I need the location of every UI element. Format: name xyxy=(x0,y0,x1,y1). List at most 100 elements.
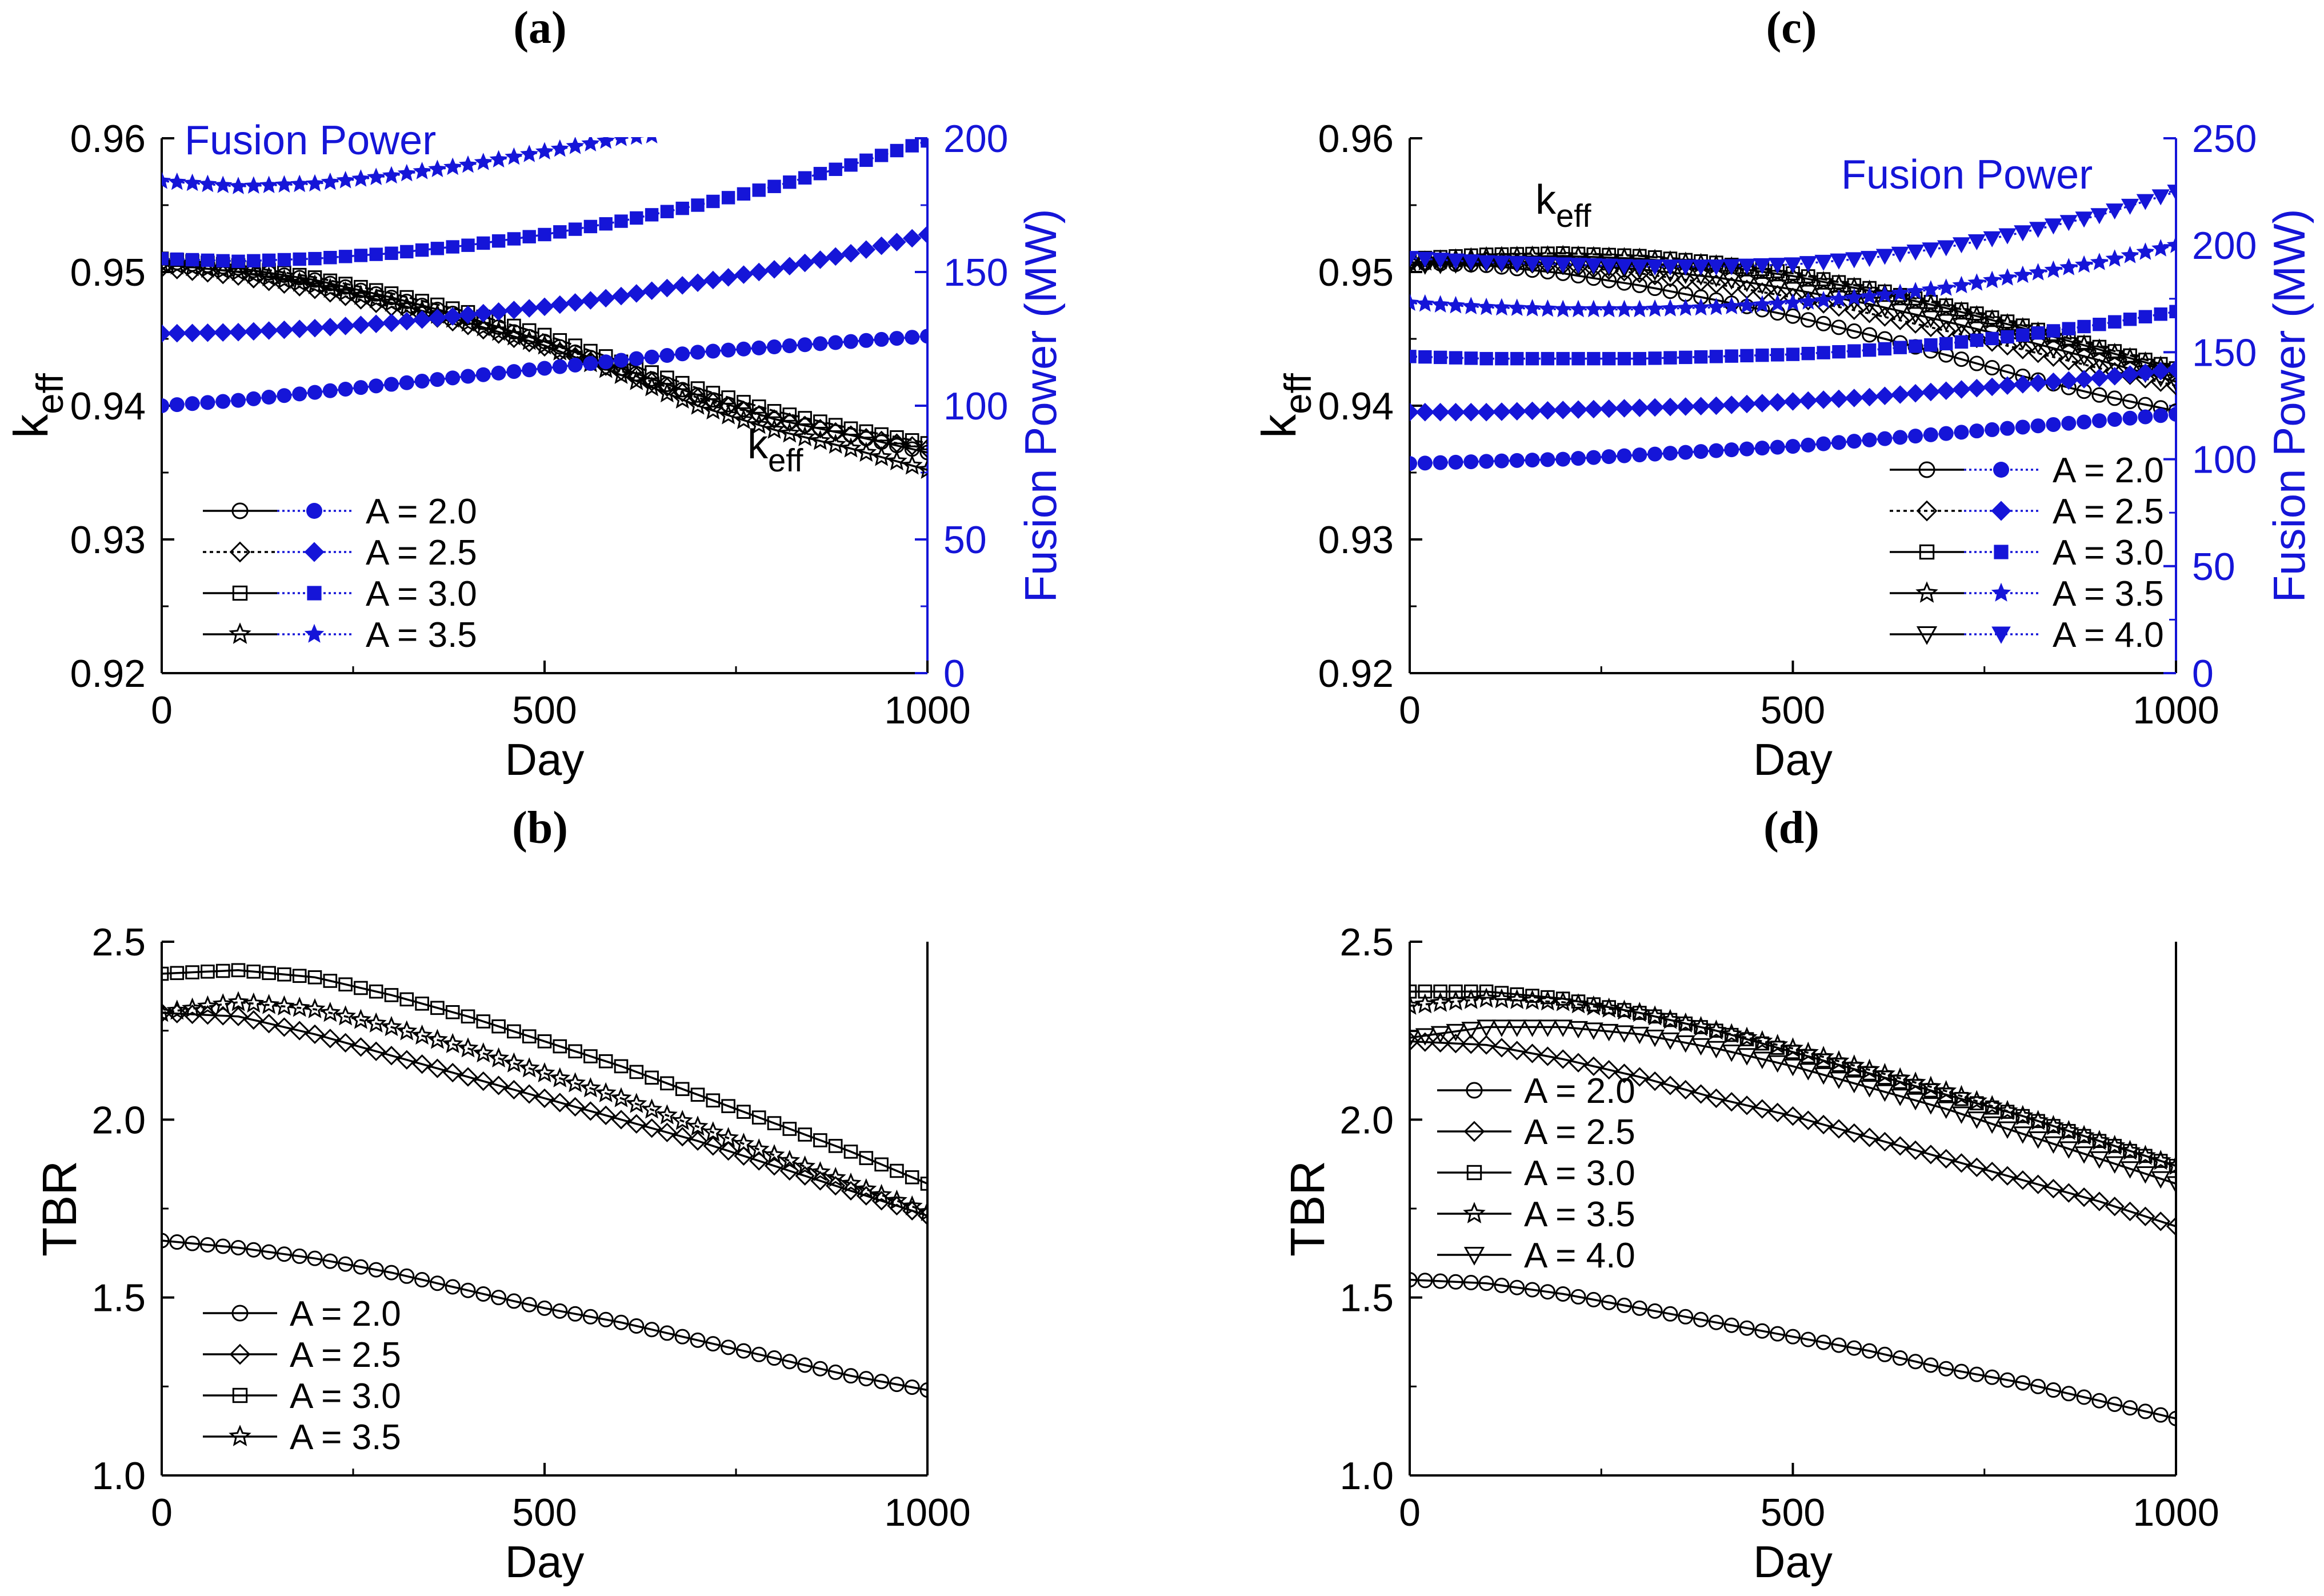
data-point-marker xyxy=(1507,402,1526,421)
data-point-marker xyxy=(1460,989,1482,1009)
data-point-marker xyxy=(721,342,736,358)
data-point-marker xyxy=(1677,259,1695,276)
data-point-marker xyxy=(215,963,230,978)
data-point-marker xyxy=(321,172,339,190)
data-point-marker xyxy=(690,1087,705,1102)
data-point-marker xyxy=(384,988,399,1002)
data-point-marker xyxy=(1660,267,1681,287)
data-point-marker xyxy=(2090,253,2109,270)
data-point-marker xyxy=(2074,1187,2094,1207)
data-point-marker xyxy=(304,274,326,295)
data-point-marker xyxy=(1998,228,2017,245)
data-point-marker xyxy=(905,330,920,345)
data-point-marker xyxy=(749,262,769,282)
data-point-marker xyxy=(1737,1048,1757,1066)
data-point-marker xyxy=(366,314,386,334)
data-point-marker xyxy=(703,1136,723,1156)
data-point-marker xyxy=(1785,439,1801,454)
data-point-marker xyxy=(2061,1386,2077,1402)
data-point-marker xyxy=(1982,1116,2002,1134)
y-tick-label: 0.92 xyxy=(70,652,146,695)
data-point-marker xyxy=(458,1067,478,1087)
data-point-marker xyxy=(2089,1130,2110,1150)
data-point-marker xyxy=(1599,399,1618,418)
data-point-marker xyxy=(642,281,661,301)
data-point-marker xyxy=(1659,1009,1681,1029)
data-point-marker xyxy=(1952,380,1971,399)
data-point-marker xyxy=(1939,337,1953,351)
y-tick-label: 1.0 xyxy=(91,1454,146,1498)
data-point-marker xyxy=(2077,414,2092,430)
data-point-marker xyxy=(414,1272,430,1288)
data-point-marker xyxy=(890,143,904,158)
data-point-marker xyxy=(1462,254,1480,271)
data-point-marker xyxy=(292,267,307,282)
data-point-marker xyxy=(1570,1289,1586,1305)
data-point-marker xyxy=(1693,444,1709,459)
data-point-marker xyxy=(1752,1099,1772,1119)
data-point-marker xyxy=(2089,1191,2110,1211)
data-point-marker xyxy=(2059,1141,2079,1159)
data-point-marker xyxy=(920,436,927,450)
data-point-marker xyxy=(2061,415,2077,431)
data-point-marker xyxy=(1613,999,1635,1020)
data-point-marker xyxy=(1660,1075,1681,1095)
data-point-marker xyxy=(626,1114,646,1134)
legend-marker xyxy=(229,541,251,563)
data-point-marker xyxy=(1449,984,1463,999)
data-point-marker xyxy=(1906,1093,1926,1111)
data-point-marker xyxy=(1725,349,1738,363)
data-point-marker xyxy=(1525,351,1539,366)
data-point-marker xyxy=(162,1001,173,1022)
data-point-marker xyxy=(1706,1088,1726,1109)
data-point-marker xyxy=(261,390,277,405)
data-point-marker xyxy=(162,398,169,413)
data-point-marker xyxy=(1875,249,1894,265)
data-point-marker xyxy=(1417,455,1433,471)
data-point-marker xyxy=(322,1253,338,1269)
data-point-marker xyxy=(1782,265,1803,285)
data-point-marker xyxy=(1584,399,1603,419)
data-point-marker xyxy=(1755,348,1769,362)
data-point-marker xyxy=(2108,315,2122,329)
data-point-marker xyxy=(1648,351,1662,365)
data-point-marker xyxy=(243,1010,263,1030)
data-point-marker xyxy=(2119,1139,2141,1160)
data-point-marker xyxy=(825,433,846,454)
data-point-marker xyxy=(1878,1070,1892,1085)
data-point-marker xyxy=(289,997,310,1017)
y-axis-label-group: keff xyxy=(4,373,71,438)
data-point-marker xyxy=(657,1122,677,1142)
data-point-marker xyxy=(614,214,628,228)
data-point-marker xyxy=(687,394,709,415)
data-point-marker xyxy=(1829,1119,1849,1139)
data-point-marker xyxy=(246,1242,262,1258)
data-point-marker xyxy=(1862,327,1878,343)
data-point-marker xyxy=(1415,1032,1435,1052)
data-point-marker xyxy=(292,386,307,402)
legend-item: A = 3.0 xyxy=(1890,533,2164,573)
data-point-marker xyxy=(779,1150,801,1170)
data-point-marker xyxy=(705,343,721,359)
y-axis-label-main: TBR xyxy=(1281,1161,1334,1257)
data-point-marker xyxy=(162,966,169,981)
data-point-marker xyxy=(1630,259,1649,276)
y-axis-label-group: TBR xyxy=(33,1161,86,1257)
data-point-marker xyxy=(1433,350,1447,365)
data-point-marker xyxy=(1890,303,1910,321)
data-point-marker xyxy=(460,1282,476,1298)
data-point-marker xyxy=(2027,1110,2049,1130)
data-point-marker xyxy=(428,159,447,177)
data-point-marker xyxy=(629,1065,644,1079)
x-tick-label: 1000 xyxy=(884,1491,970,1534)
data-point-marker xyxy=(843,421,858,436)
data-point-marker xyxy=(538,227,551,242)
data-point-marker xyxy=(1647,281,1663,297)
data-point-marker xyxy=(736,341,751,357)
data-point-marker xyxy=(690,381,705,395)
data-point-marker xyxy=(782,414,798,430)
data-point-marker xyxy=(1984,360,2000,376)
data-point-marker xyxy=(1630,1067,1650,1087)
data-point-marker xyxy=(1920,1075,1942,1096)
